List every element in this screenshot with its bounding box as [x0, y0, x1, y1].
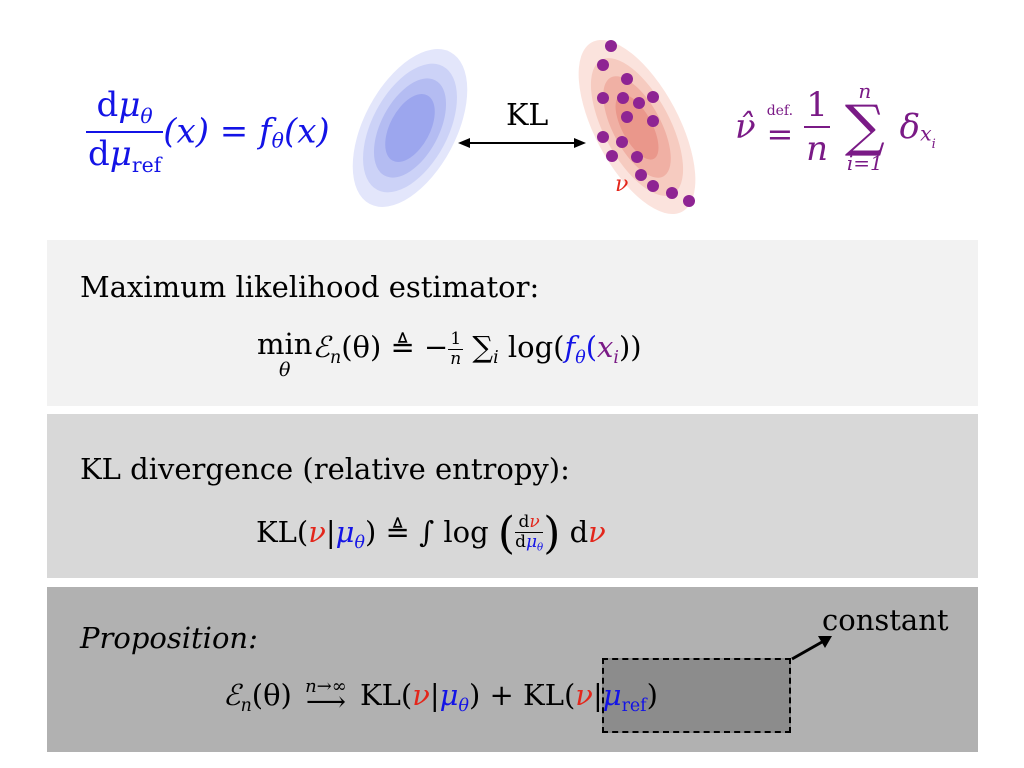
proposition-panel: Proposition: ℰn(θ) n→∞ ⟶ KL(ν|μθ) + KL(ν|… — [47, 587, 978, 752]
kl-heading: KL divergence (relative entropy): — [80, 452, 570, 486]
blue-model-distribution — [352, 49, 468, 207]
distribution-illustration — [352, 39, 696, 215]
sample-point — [683, 195, 695, 207]
kl-panel: KL divergence (relative entropy): KL(ν|μ… — [47, 414, 978, 578]
kl-double-arrow — [458, 138, 586, 148]
kl-arrow-label: KL — [506, 98, 549, 133]
nu-label: ν — [615, 172, 629, 197]
constant-term-highlight — [602, 658, 791, 733]
sample-point — [605, 40, 617, 52]
proposition-heading: Proposition: — [80, 621, 258, 655]
sample-point — [621, 73, 633, 85]
sample-point — [635, 169, 647, 181]
constant-kl-term: KL(ν|μref) — [523, 678, 658, 717]
top-illustration: dμθ dμref (x) = fθ(x) — [0, 0, 1024, 235]
empirical-samples — [597, 40, 695, 207]
sample-point — [616, 136, 628, 148]
constant-label: constant — [822, 603, 949, 637]
kl-equation: KL(ν|μθ) ≜ ∫ log (dν dμθ) dν — [256, 508, 606, 559]
mle-equation: min θ ℰn(θ) ≜ −1 n ∑i log(fθ(xi)) — [257, 327, 642, 381]
sample-point — [597, 92, 609, 104]
sample-point — [647, 91, 659, 103]
sample-point — [633, 97, 645, 109]
sample-point — [647, 180, 659, 192]
density-formula: dμθ dμref (x) = fθ(x) — [86, 85, 330, 177]
sample-point — [621, 111, 633, 123]
sample-point — [617, 92, 629, 104]
proposition-equation: ℰn(θ) n→∞ ⟶ KL(ν|μθ) + KL(ν|μref) — [223, 676, 658, 718]
sample-point — [647, 115, 659, 127]
mle-panel: Maximum likelihood estimator: min θ ℰn(θ) … — [47, 240, 978, 406]
radon-nikodym-fraction: dμθ dμref — [86, 85, 164, 177]
sample-point — [597, 131, 609, 143]
mle-heading: Maximum likelihood estimator: — [80, 270, 540, 304]
sample-point — [666, 187, 678, 199]
sample-point — [597, 59, 609, 71]
sample-point — [606, 150, 618, 162]
sample-point — [631, 151, 643, 163]
